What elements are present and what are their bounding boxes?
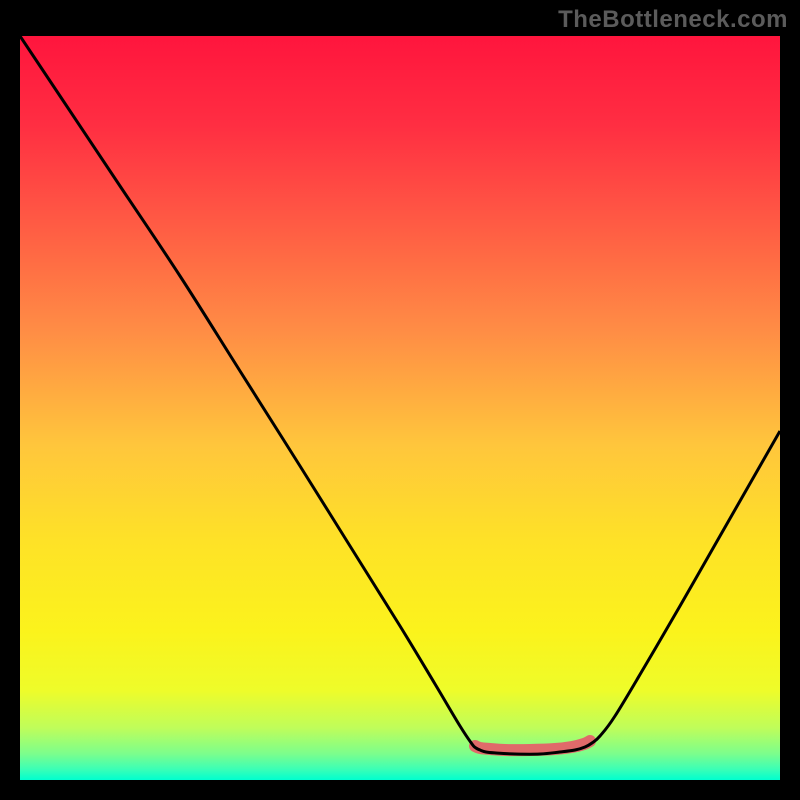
watermark-text: TheBottleneck.com — [558, 6, 788, 34]
curve-layer — [20, 36, 780, 780]
bottleneck-curve — [20, 36, 780, 754]
plot-area — [20, 36, 780, 780]
valley-highlight-line — [475, 741, 590, 750]
chart-frame: TheBottleneck.com — [0, 0, 800, 800]
